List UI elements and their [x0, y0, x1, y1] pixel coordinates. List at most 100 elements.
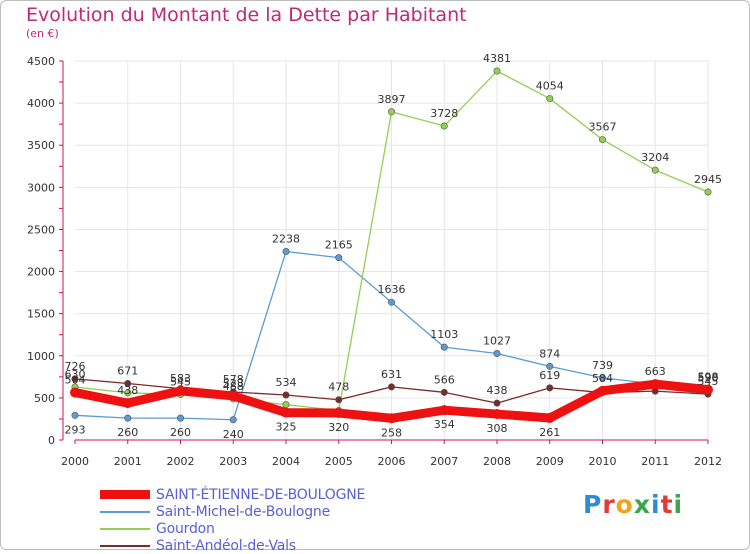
data-label: 4054 — [536, 80, 564, 93]
x-tick-label: 2009 — [536, 455, 564, 468]
data-point — [177, 414, 185, 422]
data-label: 874 — [539, 347, 560, 360]
legend: SAINT-ÉTIENNE-DE-BOULOGNE Saint-Michel-de… — [100, 486, 365, 554]
data-label: 325 — [276, 421, 297, 434]
data-point — [440, 122, 448, 130]
data-point — [493, 350, 501, 358]
proxiti-logo: Proxiti — [583, 490, 683, 519]
data-point — [703, 384, 713, 395]
data-point — [386, 413, 397, 424]
data-label: 293 — [65, 423, 86, 436]
data-label: 545 — [698, 375, 719, 388]
y-tick-label: 1500 — [27, 308, 55, 321]
data-label: 619 — [539, 369, 560, 382]
legend-swatch — [100, 510, 150, 513]
data-label: 260 — [117, 426, 138, 439]
data-point — [544, 413, 555, 424]
data-label: 438 — [117, 384, 138, 397]
data-label: 488 — [223, 380, 244, 393]
logo-letter: t — [660, 490, 674, 519]
x-tick-label: 2010 — [589, 455, 617, 468]
data-label: 631 — [381, 368, 402, 381]
legend-label: Saint-Andéol-de-Vals — [156, 537, 296, 554]
data-label: 240 — [223, 428, 244, 441]
data-point — [598, 136, 606, 144]
data-point — [492, 409, 502, 420]
data-point — [335, 254, 343, 262]
data-label: 261 — [539, 426, 560, 439]
data-point — [282, 391, 290, 399]
logo-letter: i — [673, 490, 684, 519]
data-point — [71, 411, 79, 419]
data-label: 2238 — [272, 233, 300, 246]
data-label: 583 — [170, 372, 191, 385]
y-tick-label: 3000 — [27, 181, 55, 194]
chart-subtitle: (en €) — [26, 27, 59, 40]
y-tick-label: 4000 — [27, 97, 55, 110]
data-point — [387, 383, 395, 391]
data-label: 258 — [381, 426, 402, 439]
data-label: 3567 — [589, 121, 617, 134]
legend-label: Gourdon — [156, 520, 215, 537]
data-point — [493, 399, 501, 407]
data-point — [387, 298, 395, 306]
data-point — [71, 375, 79, 383]
chart-title: Evolution du Montant de la Dette par Hab… — [26, 4, 467, 26]
data-label: 523 — [223, 377, 244, 390]
logo-letter: o — [615, 490, 634, 519]
data-point — [546, 384, 554, 392]
data-label: 671 — [117, 364, 138, 377]
data-label: 2165 — [325, 239, 353, 252]
data-label: 1103 — [430, 328, 458, 341]
data-label: 564 — [65, 373, 86, 386]
data-label: 739 — [592, 359, 613, 372]
data-point — [281, 407, 291, 418]
data-point — [70, 387, 80, 398]
data-label: 320 — [328, 421, 349, 434]
y-tick-label: 3500 — [27, 139, 55, 152]
data-point — [335, 396, 343, 404]
x-tick-label: 2012 — [694, 455, 722, 468]
x-tick-label: 2011 — [641, 455, 669, 468]
legend-item: Saint-Michel-de-Boulogne — [100, 503, 365, 520]
legend-item: Saint-Andéol-de-Vals — [100, 537, 365, 554]
data-point — [546, 362, 554, 370]
data-label: 630 — [65, 368, 86, 381]
y-tick-label: 2000 — [27, 266, 55, 279]
logo-letter: P — [583, 490, 603, 519]
axes: 0 500 1000 1500 2000 2500 3000 3500 4000 4500 2000… — [27, 55, 722, 468]
data-label: 598 — [698, 371, 719, 384]
data-point — [282, 248, 290, 256]
x-tick-label: 2006 — [378, 455, 406, 468]
x-tick-label: 2003 — [219, 455, 247, 468]
x-tick-label: 2002 — [167, 455, 195, 468]
y-tick-label: 2500 — [27, 223, 55, 236]
legend-swatch — [100, 490, 150, 499]
y-tick-label: 0 — [48, 434, 55, 447]
legend-item: SAINT-ÉTIENNE-DE-BOULOGNE — [100, 486, 365, 503]
data-point — [228, 390, 239, 401]
legend-swatch — [100, 544, 150, 547]
data-point — [651, 166, 659, 174]
data-label: 3728 — [430, 107, 458, 120]
data-point — [546, 95, 554, 103]
data-label: 1027 — [483, 335, 511, 348]
data-point — [122, 398, 133, 409]
data-point — [333, 408, 344, 419]
data-point — [439, 405, 450, 416]
data-point — [124, 379, 132, 387]
x-tick-label: 2001 — [114, 455, 142, 468]
data-label: 3204 — [641, 151, 669, 164]
data-point — [282, 401, 290, 409]
legend-label: Saint-Michel-de-Boulogne — [156, 503, 330, 520]
y-tick-label: 4500 — [27, 55, 55, 68]
data-label: 2945 — [694, 173, 722, 186]
data-label: 438 — [487, 384, 508, 397]
data-point — [124, 389, 132, 397]
data-label: 260 — [170, 426, 191, 439]
y-tick-label: 500 — [34, 392, 55, 405]
data-point — [704, 188, 712, 196]
data-label: 726 — [65, 360, 86, 373]
